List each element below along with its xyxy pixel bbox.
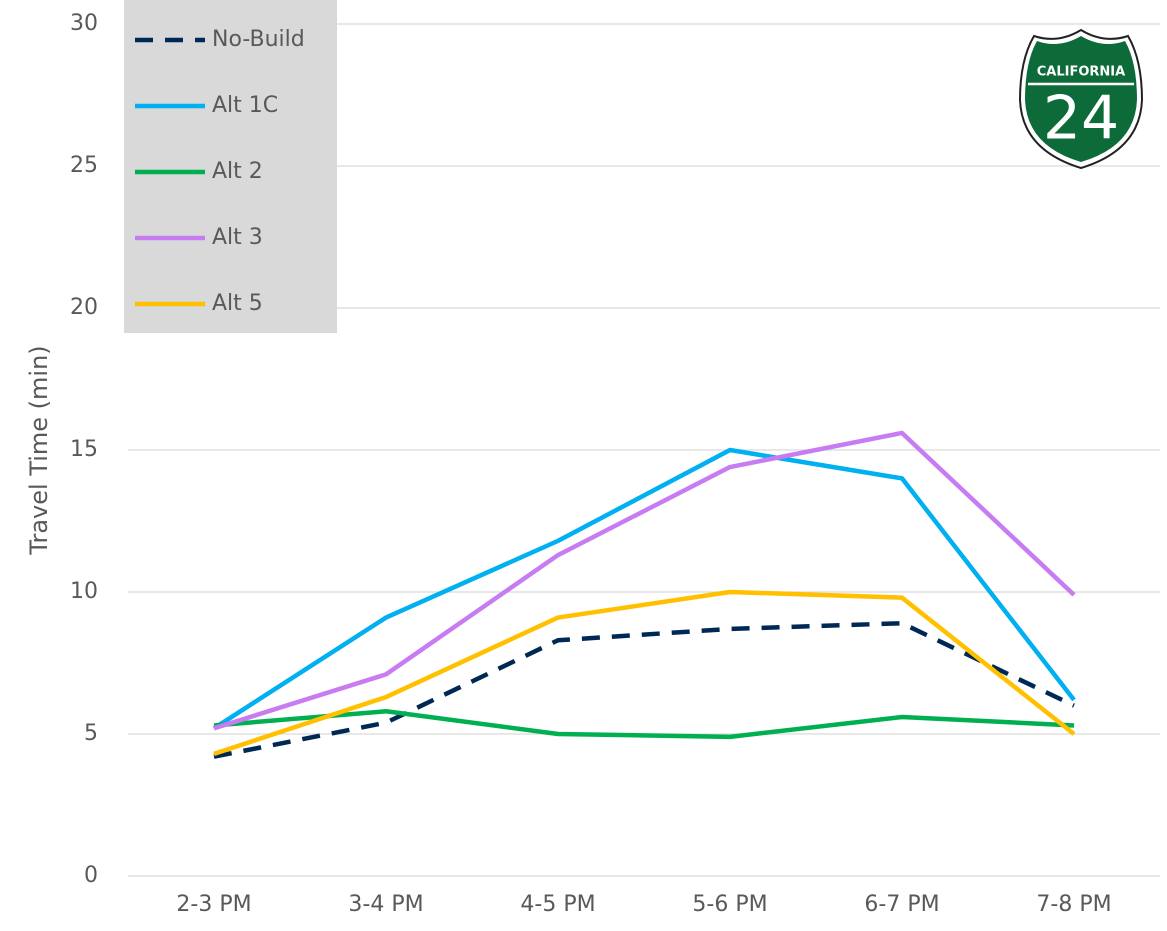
- y-tick-label: 20: [70, 295, 98, 320]
- y-tick-label: 0: [84, 863, 98, 888]
- y-tick-label: 15: [70, 437, 98, 462]
- y-axis-label: Travel Time (min): [25, 345, 53, 555]
- x-tick-label: 6-7 PM: [864, 892, 939, 917]
- legend-label: No-Build: [212, 27, 305, 52]
- legend-label: Alt 1C: [212, 93, 278, 118]
- series-line: [213, 589, 1076, 757]
- y-tick-label: 25: [70, 153, 98, 178]
- shield-label: CALIFORNIA: [1037, 65, 1125, 80]
- series-line: [213, 709, 1075, 740]
- shield-fill: [1025, 36, 1137, 162]
- shield-number: 24: [1043, 84, 1119, 154]
- series-line: [213, 430, 1076, 731]
- legend-label: Alt 5: [212, 291, 263, 316]
- x-tick-label: 5-6 PM: [692, 892, 767, 917]
- x-tick-label: 4-5 PM: [520, 892, 595, 917]
- legend-box: [124, 0, 337, 333]
- x-tick-label: 3-4 PM: [348, 892, 423, 917]
- legend-label: Alt 2: [212, 159, 263, 184]
- series-line: [212, 447, 1076, 731]
- legend-label: Alt 3: [212, 225, 263, 250]
- y-tick-label: 10: [70, 579, 98, 604]
- x-tick-label: 2-3 PM: [176, 892, 251, 917]
- y-tick-label: 5: [84, 721, 98, 746]
- x-tick-label: 7-8 PM: [1036, 892, 1111, 917]
- legend: No-Build Alt 1C Alt 2 Alt 3 Alt 5: [135, 27, 305, 316]
- y-tick-label: 30: [70, 11, 98, 36]
- series-line: [213, 620, 1075, 759]
- route-shield: CALIFORNIA 24: [1018, 28, 1144, 170]
